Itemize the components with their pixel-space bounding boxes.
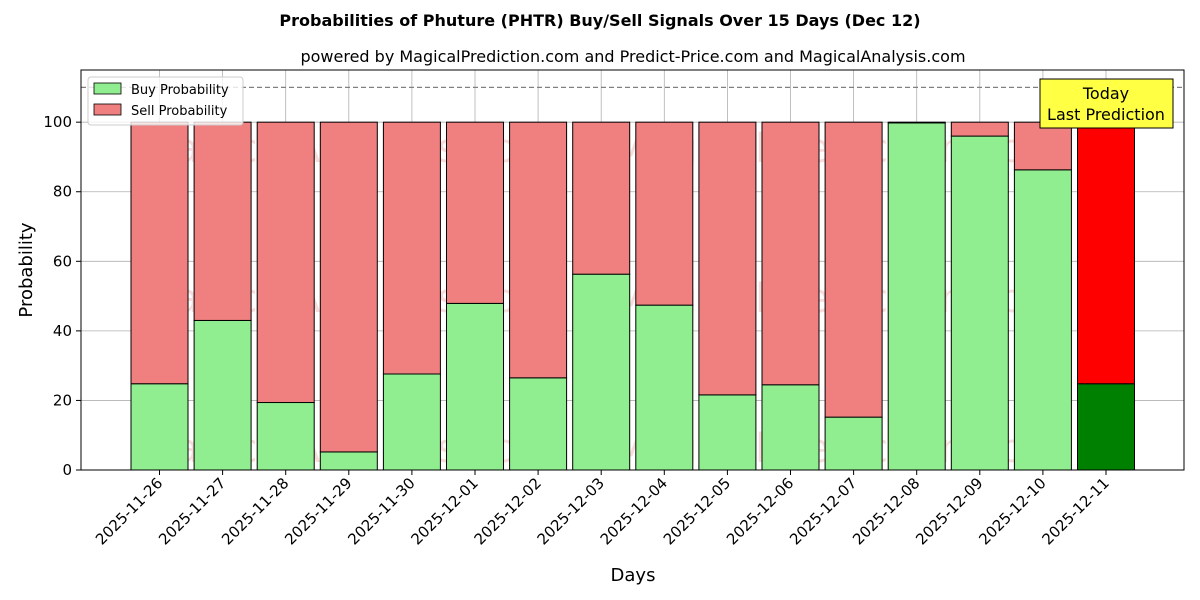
annotation-line-last-prediction: Last Prediction [1047,105,1165,124]
buy-bar-2025-12-10 [1013,169,1072,471]
legend-frame [87,76,244,126]
x-tick-label: 2025-11-30 [344,474,418,548]
buy-bar-2025-12-02 [509,377,568,471]
x-tick-label: 2025-12-02 [471,474,545,548]
sell-bar-2025-11-30 [382,121,441,375]
buy-bar-2025-11-27 [193,319,252,471]
legend-label-buy: Buy Probability [131,83,229,98]
sell-bar-2025-12-07 [824,121,883,418]
x-tick-label: 2025-12-01 [407,474,481,548]
sell-bar-2025-11-27 [193,121,252,321]
buy-bar-2025-12-05 [698,394,757,471]
y-tick-label: 0 [62,461,72,479]
x-tick-label: 2025-11-26 [92,474,166,548]
sell-bar-2025-12-10 [1013,121,1072,171]
x-tick-label: 2025-12-05 [660,474,734,548]
sell-bar-2025-12-01 [446,121,504,304]
sell-bar-2025-12-05 [698,121,757,396]
sell-bar-2025-12-04 [635,121,694,306]
sell-bar-2025-12-11 [1077,121,1135,385]
buy-bar-2025-11-30 [382,373,441,471]
chart-subtitle: powered by MagicalPrediction.com and Pre… [300,47,965,66]
y-tick-label: 80 [53,183,72,201]
y-tick-label: 100 [43,113,72,131]
buy-bar-2025-12-03 [572,273,631,471]
x-axis-label: Days [611,565,656,586]
buy-bar-2025-11-28 [256,402,315,471]
x-tick-label: 2025-12-11 [1038,474,1112,548]
x-tick-label: 2025-12-06 [723,474,797,548]
buy-bar-2025-11-26 [130,383,189,471]
buy-bar-2025-12-06 [761,384,820,471]
x-tick-label: 2025-12-08 [849,474,923,548]
legend-swatch-buy [93,82,122,95]
x-tick-label: 2025-11-29 [281,474,355,548]
sell-bar-2025-11-28 [256,121,315,404]
x-tick-label: 2025-12-07 [786,474,860,548]
bars [130,121,1135,471]
sell-bar-2025-12-06 [761,121,820,386]
x-tick-label: 2025-12-04 [597,474,671,548]
x-tick-label: 2025-11-28 [218,474,292,548]
plot-frame [80,69,1185,471]
sell-bar-2025-11-29 [319,121,378,453]
sell-bar-2025-12-09 [950,121,1009,137]
legend-label-sell: Sell Probability [131,104,228,119]
buy-bar-2025-11-29 [319,451,378,471]
legend: Buy Probability Sell Probability [87,76,244,126]
today-annotation: Today Last Prediction [1039,78,1174,129]
sell-bar-2025-12-08 [887,121,946,124]
buy-bar-2025-12-01 [446,302,504,471]
y-tick-label: 60 [53,252,72,270]
buy-bar-2025-12-07 [824,416,883,471]
sell-bar-2025-12-02 [509,121,568,379]
sell-bar-2025-11-26 [130,121,189,385]
buy-bar-2025-12-11 [1077,383,1135,471]
legend-swatch-sell [93,103,122,116]
y-tick-label: 20 [53,391,72,409]
y-tick-label: 40 [53,322,72,340]
x-tick-label: 2025-12-10 [975,474,1049,548]
chart-title: Probabilities of Phuture (PHTR) Buy/Sell… [279,11,920,30]
x-tick-label: 2025-11-27 [155,474,229,548]
x-tick-label: 2025-12-03 [534,474,608,548]
buy-bar-2025-12-04 [635,304,694,471]
y-axis-label: Probability [16,222,37,317]
annotation-line-today: Today [1082,84,1129,103]
today-annotation-box [1039,78,1174,129]
buy-bar-2025-12-09 [950,135,1009,471]
buy-bar-2025-12-08 [887,122,946,471]
x-tick-label: 2025-12-09 [912,474,986,548]
sell-bar-2025-12-03 [572,121,631,275]
